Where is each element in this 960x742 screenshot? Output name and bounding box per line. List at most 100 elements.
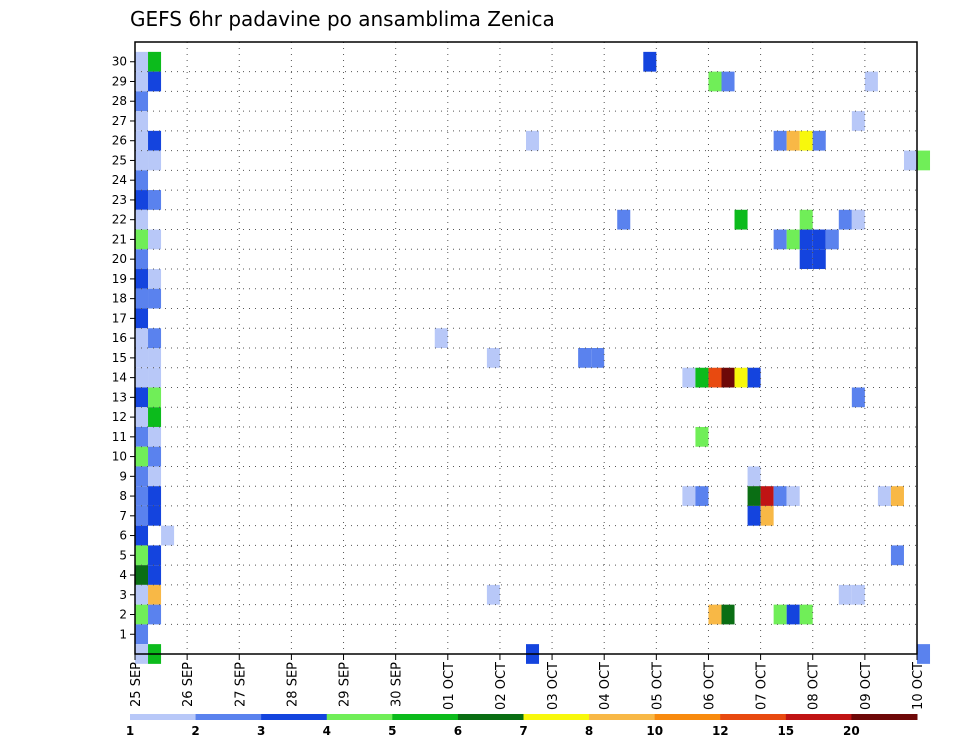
heatmap-cell <box>747 486 761 506</box>
x-tick-label: 06 OCT <box>703 662 718 710</box>
heatmap-cell <box>486 348 500 368</box>
y-tick-label: 28 <box>112 94 127 108</box>
y-tick-label: 7 <box>119 509 127 523</box>
heatmap-cell <box>135 308 149 329</box>
heatmap-cell <box>135 328 149 348</box>
heatmap-cell <box>135 130 149 151</box>
heatmap-cell <box>135 91 149 112</box>
y-tick-label: 8 <box>119 489 127 503</box>
legend-label: 2 <box>191 724 199 738</box>
heatmap-cell <box>708 367 722 388</box>
heatmap-cell <box>890 486 904 506</box>
heatmap-cell <box>135 407 149 427</box>
heatmap-cell <box>135 505 149 526</box>
plot-frame <box>134 41 918 655</box>
heatmap-cell <box>135 486 149 506</box>
x-tick-label: 09 OCT <box>859 662 874 710</box>
heatmap-cell <box>851 209 865 230</box>
heatmap-cell <box>682 367 696 388</box>
y-tick-label: 4 <box>119 568 127 582</box>
heatmap-cell <box>747 367 761 388</box>
heatmap-cell <box>135 367 149 388</box>
heatmap-cell <box>526 130 540 151</box>
heatmap-cell <box>148 446 162 467</box>
heatmap-cell <box>148 407 162 427</box>
heatmap-cell <box>135 209 149 230</box>
legend-swatch <box>392 714 459 720</box>
y-tick-label: 12 <box>112 410 127 424</box>
x-tick-label: 08 OCT <box>807 662 822 710</box>
legend-label: 4 <box>323 724 331 738</box>
heatmap-cell <box>838 584 852 605</box>
heatmap-cell <box>161 525 175 546</box>
heatmap-cell <box>148 348 162 368</box>
heatmap-cell <box>148 130 162 151</box>
y-tick-label: 10 <box>112 450 127 464</box>
legend-label: 20 <box>843 724 860 738</box>
x-tick-label: 25 SEP <box>129 662 144 707</box>
heatmap-cell <box>786 604 800 625</box>
heatmap-cell <box>890 545 904 566</box>
axes: 1234567891011121314151617181920212223242… <box>112 41 926 710</box>
grid-lines <box>135 42 918 654</box>
heatmap-cell <box>135 466 149 487</box>
heatmap-cell <box>135 584 149 605</box>
legend-swatch <box>195 714 262 720</box>
legend-label: 15 <box>777 724 794 738</box>
heatmap-cell <box>695 426 709 447</box>
heatmap-cell <box>148 565 162 585</box>
heatmap-cell <box>734 367 748 388</box>
heatmap-cell <box>135 170 149 191</box>
x-tick-label: 26 SEP <box>181 662 196 707</box>
heatmap-cell <box>760 505 774 526</box>
heatmap-cell <box>148 190 162 210</box>
x-tick-label: 05 OCT <box>650 662 665 710</box>
y-tick-label: 2 <box>119 608 127 622</box>
x-tick-label: 07 OCT <box>755 662 770 710</box>
heatmap-cell <box>747 505 761 526</box>
heatmap-cell <box>682 486 696 506</box>
heatmap-cell <box>643 51 657 72</box>
legend-swatch <box>130 714 197 720</box>
heatmap-cell <box>135 426 149 447</box>
y-tick-label: 11 <box>112 430 127 444</box>
heatmap-cell <box>148 269 162 289</box>
heatmap-cell <box>851 387 865 408</box>
heatmap-cell <box>135 229 149 250</box>
heatmap-cell <box>135 269 149 289</box>
chart-title: GEFS 6hr padavine po ansamblima Zenica <box>130 7 555 31</box>
heatmap-cell <box>917 150 931 171</box>
heatmap-cell <box>721 71 735 92</box>
heatmap-cell <box>864 71 878 92</box>
heatmap-cell <box>708 71 722 92</box>
legend-swatch <box>523 714 590 720</box>
legend-swatch <box>326 714 393 720</box>
y-tick-label: 1 <box>119 627 127 641</box>
heatmap-cell <box>148 426 162 447</box>
heatmap-cell <box>812 229 826 250</box>
y-tick-label: 5 <box>119 548 127 562</box>
heatmap-cell <box>148 71 162 92</box>
heatmap-cell <box>148 328 162 348</box>
heatmap-cell <box>486 584 500 605</box>
y-tick-label: 22 <box>112 213 127 227</box>
x-tick-label: 29 SEP <box>338 662 353 707</box>
y-tick-label: 24 <box>112 173 127 187</box>
heatmap-cells <box>135 51 931 664</box>
y-tick-label: 13 <box>112 390 127 404</box>
legend-label: 8 <box>585 724 593 738</box>
heatmap-cell <box>135 604 149 625</box>
heatmap-cell <box>695 486 709 506</box>
heatmap-cell <box>851 584 865 605</box>
heatmap-cell <box>135 545 149 566</box>
legend-label: 5 <box>388 724 396 738</box>
heatmap-cell <box>786 486 800 506</box>
heatmap-cell <box>135 71 149 92</box>
heatmap-cell <box>786 229 800 250</box>
heatmap-cell <box>799 130 813 151</box>
heatmap-cell <box>773 130 787 151</box>
heatmap-cell <box>786 130 800 151</box>
legend-swatch <box>720 714 787 720</box>
heatmap-cell <box>721 367 735 388</box>
